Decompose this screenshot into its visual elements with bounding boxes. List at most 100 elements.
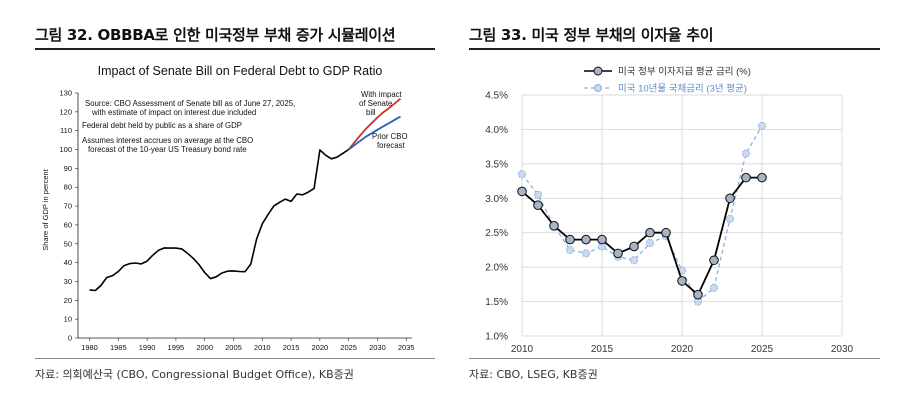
- left-y-tick-label: 110: [60, 126, 72, 135]
- left-chart-title: Impact of Senate Bill on Federal Debt to…: [98, 64, 383, 78]
- left-x-tick-label: 1985: [110, 343, 127, 352]
- right-x-tick-label: 2015: [591, 344, 614, 355]
- left-series-line-prior-cbo: [348, 115, 401, 151]
- right-point-10y: [645, 238, 655, 248]
- left-y-tick-label: 100: [59, 145, 72, 154]
- left-y-tick-label: 10: [64, 315, 72, 324]
- right-gridlines: [521, 94, 843, 337]
- right-point-interest: [741, 172, 751, 183]
- right-y-tick-label: 2.5%: [485, 228, 508, 239]
- right-y-tick-label: 3.5%: [485, 159, 508, 170]
- left-y-tick-label: 20: [64, 296, 72, 305]
- right-point-10y: [629, 256, 639, 265]
- right-point-interest: [645, 227, 655, 238]
- left-source: 자료: 의회예산국 (CBO, Congressional Budget Off…: [35, 368, 354, 381]
- right-point-10y: [581, 249, 591, 258]
- right-point-interest: [677, 276, 687, 286]
- right-point-interest: [613, 248, 623, 259]
- right-point-10y: [757, 121, 767, 131]
- left-panel-title: 그림 32. OBBBA로 인한 미국정부 부채 증가 시뮬레이션: [35, 26, 396, 44]
- left-series-line-historical: [89, 148, 350, 292]
- left-chart: Impact of Senate Bill on Federal Debt to…: [41, 64, 415, 353]
- left-y-axis-label: Share of GDP in percent: [41, 168, 50, 250]
- left-annotation-source-2: with estimate of impact on interest due …: [91, 108, 256, 117]
- right-point-interest: [581, 234, 591, 245]
- left-y-tick-label: 130: [59, 89, 72, 98]
- left-x-tick-label: 2030: [369, 343, 386, 352]
- right-y-tick-label: 3.0%: [485, 194, 508, 205]
- left-annotation-definition: Federal debt held by public as a share o…: [82, 121, 242, 130]
- right-y-tick-label: 4.5%: [485, 91, 508, 102]
- left-y-tick-label: 120: [59, 107, 72, 116]
- right-point-interest: [757, 172, 767, 183]
- right-source-rule: [469, 358, 880, 359]
- left-y-tick-label: 0: [68, 334, 72, 343]
- left-annotation-assumption-1: Assumes interest accrues on average at t…: [82, 136, 253, 145]
- left-y-tick-label: 70: [64, 202, 72, 211]
- left-y-tick-label: 60: [64, 220, 72, 229]
- right-title-rule: [469, 48, 880, 50]
- right-point-10y: [597, 242, 607, 251]
- left-x-tick-label: 2010: [254, 343, 271, 352]
- right-legend-label-10y: 미국 10년물 국채금리 (3년 평균): [618, 84, 747, 95]
- right-point-interest: [629, 241, 639, 252]
- left-label-senate-bill: of Senate: [359, 99, 392, 108]
- left-y-tick-label: 50: [64, 239, 72, 248]
- right-chart: 1.0% 1.5% 2.0% 2.5% 3.0% 3.5% 4.0% 4.5% 2010 2015…: [485, 66, 854, 356]
- right-series-line-interest: [521, 176, 762, 297]
- right-point-10y: [709, 283, 719, 292]
- right-tick-labels: 1.0% 1.5% 2.0% 2.5% 3.0% 3.5% 4.0% 4.5% 2010 2015…: [485, 91, 853, 356]
- right-legend-marker-10y: [594, 84, 602, 92]
- left-annotations: Source: CBO Assessment of Senate bill as…: [82, 99, 295, 154]
- right-source: 자료: CBO, LSEG, KB증권: [469, 368, 598, 381]
- right-y-tick-label: 1.5%: [485, 297, 508, 308]
- left-y-tick-label: 40: [64, 258, 72, 267]
- left-annotation-source-1: Source: CBO Assessment of Senate bill as…: [85, 99, 295, 108]
- right-point-10y: [725, 214, 735, 223]
- right-x-tick-label: 2025: [751, 344, 774, 355]
- left-x-tick-label: 1995: [168, 343, 185, 352]
- right-x-tick-label: 2030: [831, 344, 854, 355]
- right-point-interest: [597, 234, 607, 245]
- right-x-tick-label: 2010: [511, 344, 534, 355]
- left-x-tick-label: 2020: [312, 343, 329, 352]
- left-label-prior-cbo: Prior CBO: [372, 132, 408, 141]
- right-point-interest: [549, 221, 559, 231]
- left-x-tick-label: 1990: [139, 343, 156, 352]
- left-annotation-assumption-2: forecast of the 10-year US Treasury bond…: [88, 145, 247, 154]
- right-point-interest: [661, 227, 671, 238]
- right-point-interest: [517, 186, 527, 197]
- right-series-line-10y: [521, 125, 763, 303]
- left-series-line-senate-bill: [347, 98, 402, 151]
- right-legend-label-interest: 미국 정부 이자지급 평균 금리 (%): [618, 67, 751, 78]
- left-label-senate-bill: With impact: [361, 90, 403, 99]
- right-point-interest: [533, 200, 543, 210]
- left-y-tick-label: 90: [64, 164, 72, 173]
- right-point-10y: [517, 170, 527, 179]
- left-series: [89, 98, 402, 292]
- right-point-10y: [741, 149, 751, 158]
- right-y-tick-label: 1.0%: [485, 332, 508, 343]
- left-axes: [75, 92, 412, 341]
- left-x-tick-label: 1980: [81, 343, 98, 352]
- left-x-tick-label: 2035: [398, 343, 415, 352]
- left-source-rule: [35, 358, 435, 359]
- right-point-interest: [709, 255, 719, 266]
- right-series: [517, 121, 767, 306]
- right-y-tick-label: 2.0%: [485, 263, 508, 274]
- left-title-rule: [35, 48, 435, 50]
- right-point-10y: [565, 245, 575, 254]
- right-point-interest: [565, 234, 575, 245]
- right-panel-title: 그림 33. 미국 정부 부채의 이자율 추이: [469, 26, 714, 44]
- left-y-tick-label: 80: [64, 183, 72, 192]
- left-label-prior-cbo: forecast: [377, 141, 406, 150]
- right-point-10y: [533, 190, 543, 199]
- left-label-senate-bill: bill: [366, 108, 376, 117]
- right-point-interest: [693, 289, 703, 300]
- right-legend: 미국 정부 이자지급 평균 금리 (%) 미국 10년물 국채금리 (3년 평균): [584, 66, 751, 95]
- left-y-tick-label: 30: [64, 277, 72, 286]
- right-y-tick-label: 4.0%: [485, 125, 508, 136]
- left-x-tick-label: 2025: [340, 343, 357, 352]
